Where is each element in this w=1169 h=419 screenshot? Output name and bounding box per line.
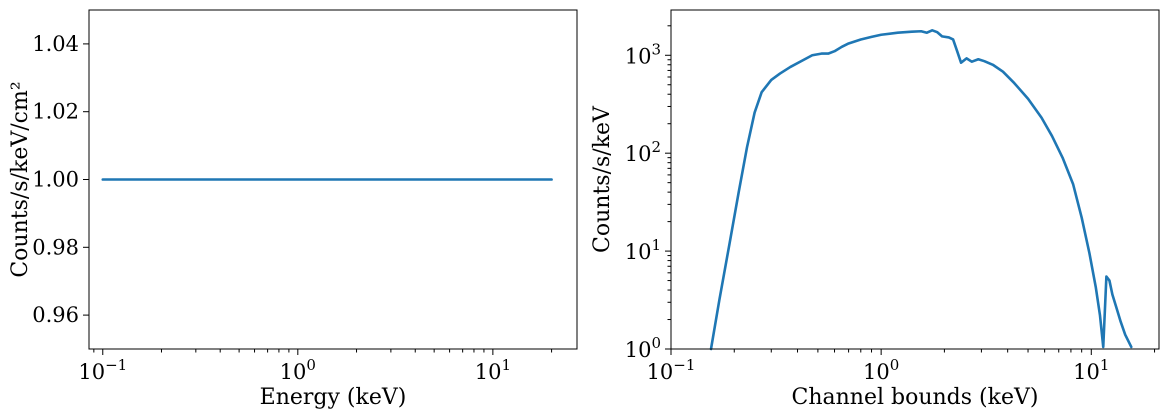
panel-1-x-tick-label: 10−1 [647, 356, 696, 384]
energy-spectrum-panel: 10−1 100 101 0.96 0.98 1.00 1.02 1.04 Energy (k… [8, 9, 578, 410]
panel-1-y-tick-label: 102 [625, 138, 661, 166]
panel-0-y-tick-label: 0.96 [32, 303, 79, 327]
panel-0-y-tick-label: 1.02 [32, 100, 79, 124]
panel-1-y-tick-label: 100 [625, 334, 661, 362]
panel-1-y-tick-label: 101 [625, 236, 661, 264]
panel-1-y-tick-label: 103 [625, 40, 661, 68]
panel-1-x-axis-label: Channel bounds (keV) [792, 385, 1039, 410]
panel-0-x-tick-label: 100 [280, 356, 316, 384]
panel-0-y-axis-label: Counts/s/keV/cm² [8, 81, 33, 277]
panel-0-x-axis-label: Energy (keV) [260, 385, 407, 410]
panel-1-y-axis-label: Counts/s/keV [590, 105, 615, 253]
panel-0-y-tick-label: 0.98 [32, 235, 79, 259]
panel-0-x-tick-label: 101 [475, 356, 511, 384]
panel-0-ticks: 10−1 100 101 0.96 0.98 1.00 1.02 1.04 [32, 32, 553, 384]
panel-1-series-line [709, 28, 1133, 351]
panel-1-frame [670, 9, 1160, 350]
panel-0-y-tick-label: 1.04 [32, 32, 79, 56]
panel-1-x-tick-label: 100 [863, 356, 899, 384]
panel-0-y-tick-label: 1.00 [32, 168, 79, 192]
panel-1-marks [709, 28, 1133, 351]
panel-0-x-tick-label: 10−1 [78, 356, 127, 384]
panel-0-frame [88, 9, 578, 350]
panel-1-x-tick-label: 101 [1073, 356, 1109, 384]
